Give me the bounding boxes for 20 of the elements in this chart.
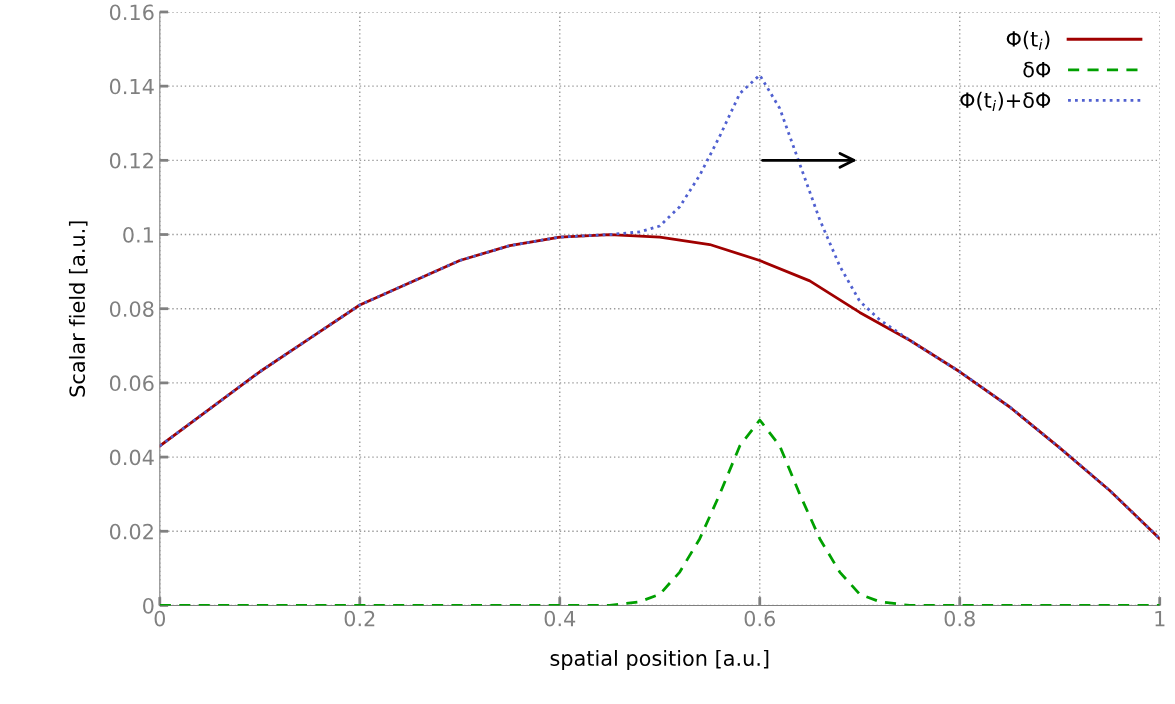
x-tick-label: 0.4 [544,610,576,627]
y-tick-label: 0.1 [123,226,154,243]
legend-label: δΦ [1023,61,1051,78]
y-tick-label: 0.14 [109,78,154,95]
x-tick-label: 0.6 [744,610,776,627]
y-tick-label: 0 [143,597,154,614]
y-tick-label: 0.02 [109,523,153,540]
legend-label: Φ(t$_{i}$) [1006,30,1050,50]
x-tick-label: 1 [1155,610,1165,627]
x-axis-title: spatial position [a.u.] [550,649,769,671]
y-tick-label: 0.06 [109,375,154,392]
y-tick-label: 0.12 [109,152,153,169]
y-tick-label: 0.04 [109,449,154,466]
y-tick-label: 0.08 [109,301,154,317]
y-axis-title: Scalar field [a.u.] [68,221,88,397]
x-tick-label: 0 [154,610,166,627]
x-tick-label: 0.8 [944,610,975,627]
legend-label: Φ(t$_{i}$)+δΦ [960,91,1051,112]
x-tick-label: 0.2 [344,610,375,627]
y-tick-label: 0.16 [109,4,154,21]
